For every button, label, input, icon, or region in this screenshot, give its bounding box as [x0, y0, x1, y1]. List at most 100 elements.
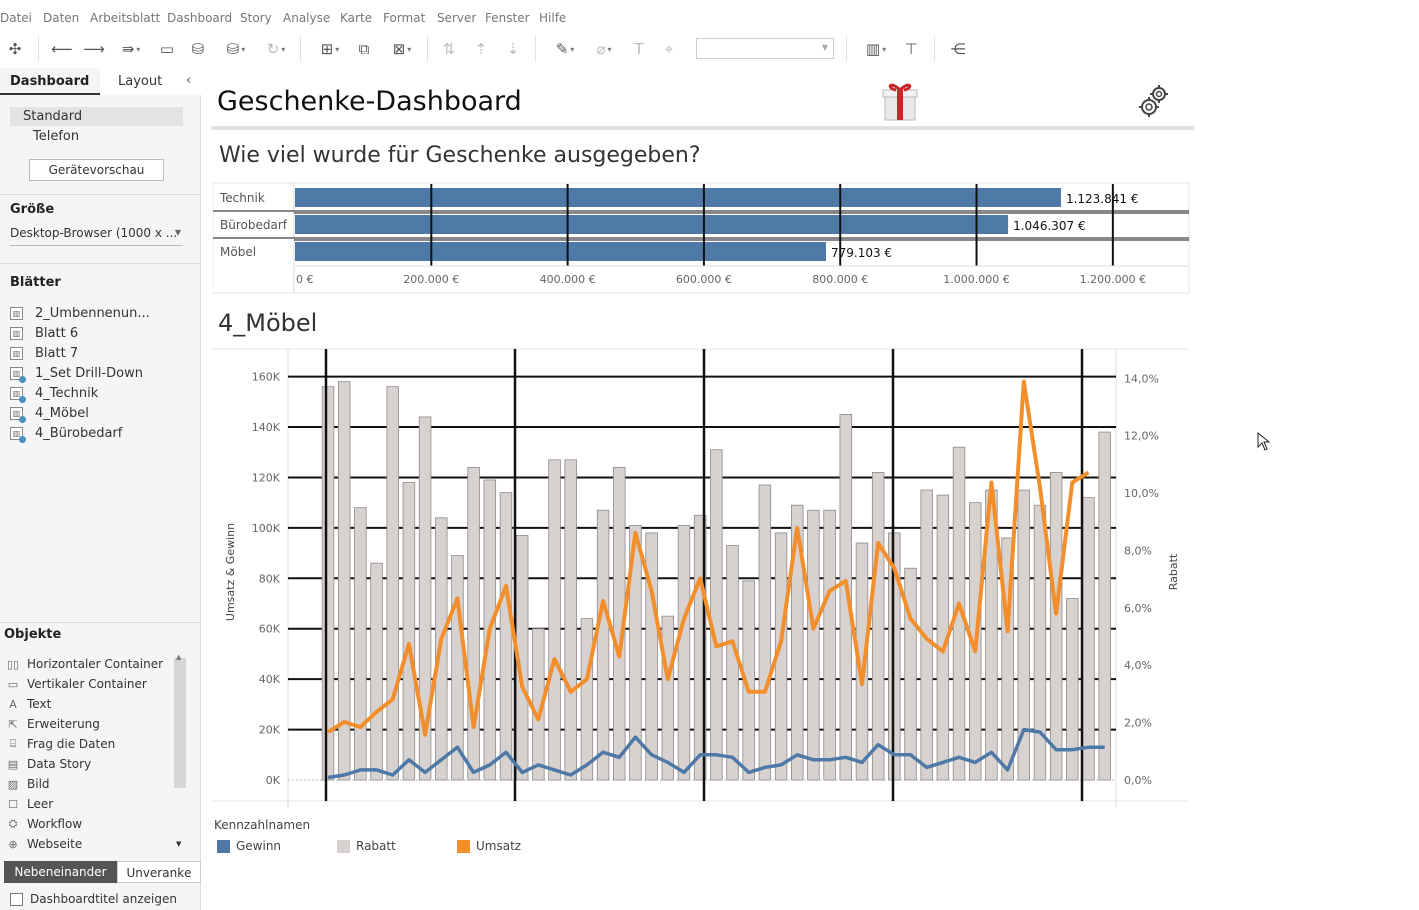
sheet-item[interactable]: ▥ 2_Umbennenun...	[10, 306, 150, 321]
new-datasource-icon[interactable]: ⛁	[191, 40, 205, 58]
sheet-title-moebel: 4_Möbel	[218, 309, 318, 337]
sort-descending-icon[interactable]: ⇣	[506, 40, 520, 58]
show-me-icon[interactable]: ▥ ▾	[865, 40, 887, 58]
menu-story[interactable]: Story	[240, 11, 272, 25]
replace-data-icon[interactable]: ⇛ ▾	[121, 40, 141, 58]
bar	[839, 414, 853, 781]
right-tick-label: 12,0%	[1124, 430, 1159, 443]
sheet-item[interactable]: ▥ Blatt 6	[10, 326, 78, 341]
bar	[871, 472, 885, 781]
tab-layout[interactable]: Layout	[100, 68, 201, 95]
data-story-icon: ▤	[7, 757, 19, 771]
object-item[interactable]: ▯▯ Horizontaler Container	[6, 657, 163, 671]
legend-swatch	[337, 839, 350, 853]
object-item[interactable]: ▭ Vertikaler Container	[6, 677, 147, 691]
object-item[interactable]: ▤ Data Story	[6, 757, 91, 771]
image-icon: ▨	[7, 777, 19, 791]
sort-ascending-icon[interactable]: ⇡	[474, 40, 488, 58]
menu-daten[interactable]: Daten	[43, 11, 80, 25]
menu-arbeitsblatt[interactable]: Arbeitsblatt	[90, 11, 161, 25]
menu-analyse[interactable]: Analyse	[283, 11, 331, 25]
legend-item-gewinn[interactable]: Gewinn	[217, 839, 281, 853]
object-item[interactable]: ⇱ Erweiterung	[6, 717, 100, 731]
legend-item-rabatt[interactable]: Rabatt	[337, 839, 396, 853]
swap-icon[interactable]: ⇅	[442, 40, 456, 58]
scroll-up-icon[interactable]: ▲	[176, 653, 182, 661]
duplicate-sheet-icon[interactable]: ⧉	[358, 40, 370, 58]
bar	[807, 509, 820, 781]
worksheet-icon: ▥	[10, 327, 23, 340]
menu-format[interactable]: Format	[383, 11, 426, 25]
object-item[interactable]: ☐ Leer	[6, 797, 53, 811]
floating-button[interactable]: Unverankе	[117, 861, 201, 883]
sheet-item[interactable]: ▥ 4_Technik	[10, 386, 98, 403]
bar	[677, 524, 691, 781]
right-tick-label: 8,0%	[1124, 544, 1152, 557]
objects-scrollbar[interactable]	[174, 658, 186, 788]
share-icon[interactable]: ⋲	[950, 40, 966, 58]
clear-sheet-icon[interactable]: ⊠ ▾	[392, 40, 412, 58]
settings-gear-icon[interactable]	[1138, 83, 1172, 119]
object-item[interactable]: ⛭ Workflow	[6, 817, 83, 831]
tableau-logo-icon[interactable]: ✣	[8, 40, 22, 58]
legend-title: Kennzahlnamen	[214, 818, 311, 832]
legend-item-umsatz[interactable]: Umsatz	[457, 839, 521, 853]
menu-fenster[interactable]: Fenster	[485, 11, 530, 25]
used-badge-icon	[19, 376, 26, 383]
undo-icon[interactable]: ⟵	[51, 40, 73, 58]
menu-karte[interactable]: Karte	[340, 11, 373, 25]
scroll-down-icon[interactable]: ▼	[176, 840, 182, 848]
fit-dropdown[interactable]: ▼	[696, 38, 834, 59]
show-labels-icon[interactable]: T	[634, 40, 644, 58]
menu-server[interactable]: Server	[437, 11, 477, 25]
spending-bar-chart[interactable]: Technik 1.123.841 € Bürobedarf 1.046.307 € M…	[213, 182, 1191, 294]
device-standard[interactable]: Standard	[23, 109, 83, 124]
used-badge-icon	[19, 396, 26, 403]
tick-label: 1.200.000 €	[1080, 273, 1146, 286]
object-label: Data Story	[27, 757, 92, 771]
menu-dashboard[interactable]: Dashboard	[167, 11, 233, 25]
bar	[1098, 431, 1111, 781]
toolbar-separator	[846, 36, 847, 62]
collapse-panel-icon[interactable]: ‹	[186, 73, 192, 88]
chevron-down-icon: ▼	[821, 43, 828, 52]
refresh-icon[interactable]: ↻ ▾	[266, 40, 286, 58]
sheet-item[interactable]: ▥ Blatt 7	[10, 346, 78, 361]
new-sheet-icon[interactable]: ⊞ ▾	[320, 40, 340, 58]
bar	[337, 381, 351, 781]
redo-icon[interactable]: ⟶	[83, 40, 105, 58]
pause-updates-icon[interactable]: ⛁ ▾	[226, 40, 246, 58]
worksheet-icon: ▥	[10, 427, 26, 443]
tick-label: 0 €	[296, 273, 314, 286]
sheet-label: Blatt 6	[35, 326, 79, 341]
sheet-item[interactable]: ▥ 1_Set Drill-Down	[10, 366, 143, 383]
show-title-checkbox[interactable]	[10, 893, 23, 906]
object-item[interactable]: A Text	[6, 697, 51, 711]
highlight-icon[interactable]: ✎ ▾	[555, 40, 575, 58]
sheet-item[interactable]: ▥ 4_Möbel	[10, 406, 89, 423]
device-preview-button[interactable]: Gerätevorschau	[29, 159, 164, 181]
menu-hilfe[interactable]: Hilfe	[539, 11, 567, 25]
moebel-combo-chart[interactable]: 0K 20K 40K 60K 80K 100K 120K 140K 160K 0,0% 2,0% 4,…	[213, 348, 1191, 810]
bar	[1066, 598, 1079, 781]
bar	[418, 416, 432, 781]
object-item[interactable]: ⌸ Frag die Daten	[6, 737, 116, 751]
size-select[interactable]: Desktop-Browser (1000 x ... ▼	[10, 226, 183, 246]
object-label: Vertikaler Container	[27, 677, 147, 691]
group-icon[interactable]: ⌀ ▾	[596, 40, 612, 58]
save-icon[interactable]: ▭	[159, 40, 175, 58]
presentation-mode-icon[interactable]: ⊤	[904, 40, 918, 58]
tab-dashboard[interactable]: Dashboard	[0, 68, 100, 95]
bar	[467, 466, 480, 781]
device-phone[interactable]: Telefon	[33, 129, 80, 144]
bar	[758, 484, 772, 781]
menu-datei[interactable]: Datei	[0, 11, 33, 25]
object-item[interactable]: ▨ Bild	[6, 777, 50, 791]
tiled-button[interactable]: Nebeneinander	[4, 861, 117, 883]
object-item[interactable]: ⊕ Webseite	[6, 837, 82, 851]
category-label: Technik	[219, 191, 265, 205]
left-tick-label: 60K	[259, 623, 281, 636]
tick-label: 400.000 €	[540, 273, 596, 286]
sheet-item[interactable]: ▥ 4_Bürobedarf	[10, 426, 122, 443]
pin-icon[interactable]: ⌖	[664, 40, 674, 58]
